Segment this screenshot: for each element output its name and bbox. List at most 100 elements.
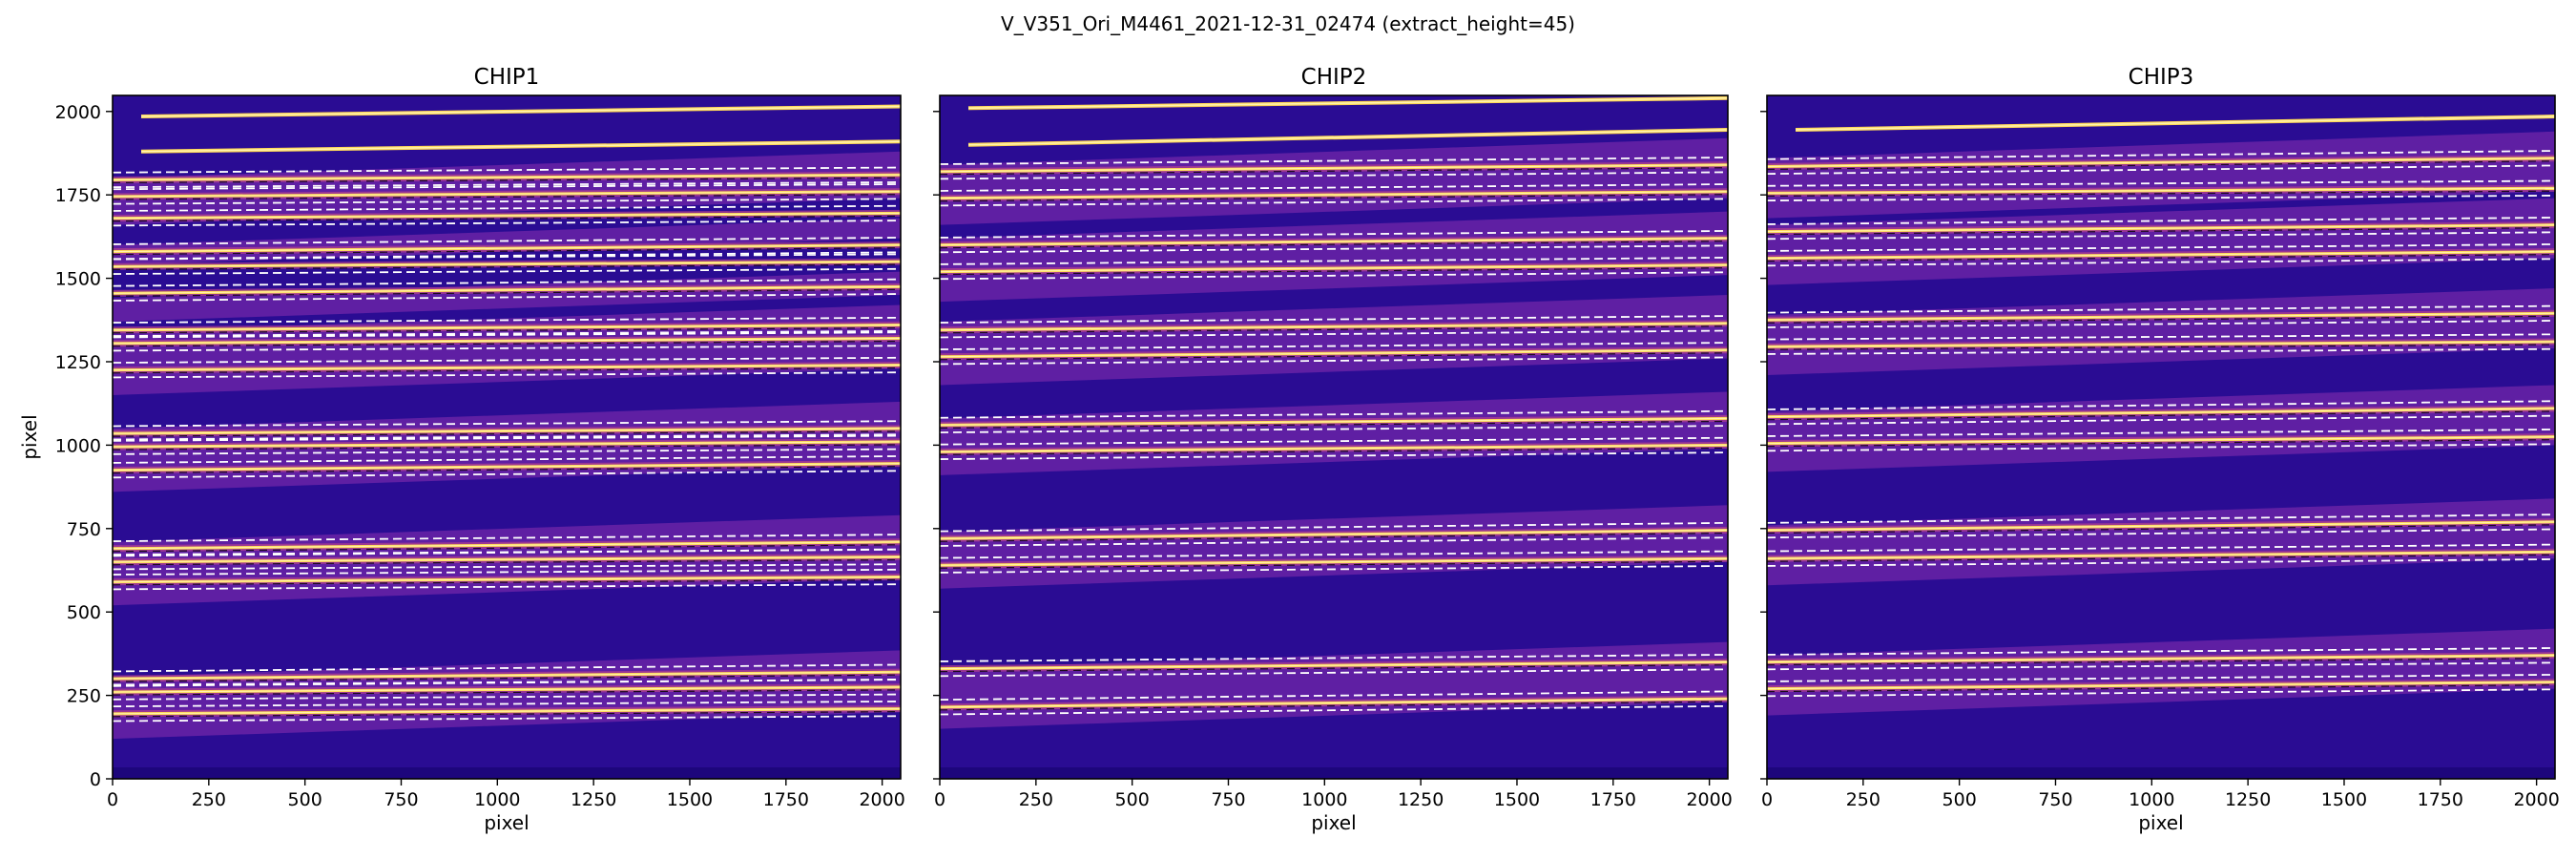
- extraction-upper-limit: [113, 253, 901, 261]
- order-trace-core: [940, 349, 1728, 358]
- order-trace-core: [113, 212, 901, 220]
- extraction-lower-limit: [1767, 194, 2555, 202]
- x-tick-label: 1500: [2321, 789, 2367, 810]
- extraction-lower-limit: [940, 425, 1728, 434]
- order-trace-core: [113, 244, 901, 253]
- order-center-line: [113, 177, 901, 184]
- order-trace-core: [113, 191, 901, 198]
- order-trace-core: [1767, 251, 2555, 260]
- extraction-upper-limit: [940, 157, 1728, 165]
- extraction-upper-limit: [113, 548, 901, 555]
- x-tick-label: 1750: [763, 789, 809, 810]
- panel-title: CHIP1: [474, 65, 540, 90]
- x-tick-label: 1250: [1398, 789, 1444, 810]
- extraction-upper-limit: [113, 568, 901, 576]
- order-center-line: [113, 674, 901, 682]
- x-tick-label: 250: [1019, 789, 1053, 810]
- x-tick-label: 500: [1115, 789, 1150, 810]
- extraction-upper-limit: [113, 204, 901, 212]
- extraction-upper-limit: [113, 166, 901, 174]
- extraction-lower-limit: [113, 563, 901, 571]
- order-trace-core: [940, 661, 1728, 670]
- order-center-line: [113, 544, 901, 553]
- x-tick-label: 2000: [2513, 789, 2559, 810]
- order-center-line: [1767, 524, 2555, 534]
- x-tick-label: 250: [192, 789, 226, 810]
- extraction-lower-limit: [1767, 320, 2555, 328]
- order-trace-core: [113, 428, 901, 434]
- extraction-upper-limit: [940, 183, 1728, 192]
- extraction-upper-limit: [113, 183, 901, 191]
- extraction-upper-limit: [940, 690, 1728, 702]
- x-tick-label: 1500: [667, 789, 713, 810]
- extraction-lower-limit: [1767, 558, 2555, 567]
- order-center-line: [1767, 190, 2555, 198]
- extraction-upper-limit: [1767, 150, 2555, 160]
- extraction-upper-limit: [1767, 333, 2555, 341]
- y-tick-label: 1500: [55, 269, 101, 290]
- extraction-upper-limit: [113, 455, 901, 464]
- extraction-upper-limit: [1767, 179, 2555, 187]
- extraction-upper-limit: [940, 550, 1728, 559]
- extraction-lower-limit: [940, 171, 1728, 180]
- panel-title: CHIP3: [2129, 65, 2194, 90]
- illuminated-band: [1767, 288, 2555, 375]
- extraction-lower-limit: [1767, 528, 2555, 539]
- order-center-line: [113, 247, 901, 256]
- extraction-upper-limit: [113, 420, 901, 428]
- order-trace-core: [940, 698, 1728, 708]
- extraction-lower-limit: [940, 198, 1728, 207]
- order-center-line: [1767, 315, 2555, 324]
- order-trace-core: [113, 441, 901, 448]
- extraction-upper-limit: [940, 654, 1728, 662]
- extraction-upper-limit: [113, 534, 901, 542]
- order-trace-core: [940, 444, 1728, 452]
- extraction-lower-limit: [113, 180, 901, 189]
- y-tick-label: 1000: [55, 435, 101, 456]
- extraction-lower-limit: [1767, 347, 2555, 355]
- x-axis-label: pixel: [1311, 811, 1356, 834]
- extraction-upper-limit: [1767, 304, 2555, 314]
- axes-frame: [939, 94, 1729, 780]
- order-center-line: [1767, 684, 2555, 693]
- extraction-upper-limit: [1767, 400, 2555, 410]
- x-tick-label: 1250: [2225, 789, 2271, 810]
- order-center-line: [940, 194, 1728, 202]
- order-center-line: [940, 241, 1728, 249]
- extraction-upper-limit: [1767, 429, 2555, 437]
- x-tick-label: 2000: [859, 789, 904, 810]
- axes-frame: [1766, 94, 2556, 780]
- extraction-lower-limit: [1767, 688, 2555, 698]
- extraction-lower-limit: [940, 244, 1728, 254]
- order-center-line: [113, 367, 901, 374]
- extraction-lower-limit: [113, 371, 901, 379]
- order-trace-core: [1767, 655, 2555, 663]
- extraction-upper-limit: [113, 700, 901, 708]
- order-trace-core: [940, 530, 1728, 539]
- extraction-upper-limit: [113, 433, 901, 441]
- extraction-lower-limit: [113, 715, 901, 723]
- chip-panel-3: CHIP3 0 250 500 750 1000 1250 1500 1750 2000 pixel: [1760, 65, 2560, 834]
- order-trace-core: [113, 463, 901, 471]
- extraction-lower-limit: [1767, 231, 2555, 241]
- bright-trace-core: [140, 105, 901, 117]
- extraction-lower-limit: [1767, 258, 2555, 267]
- order-center-line: [1767, 254, 2555, 262]
- order-center-line: [1767, 439, 2555, 448]
- figure-title: V_V351_Ori_M4461_2021-12-31_02474 (extra…: [1001, 12, 1575, 35]
- order-trace-core: [113, 686, 901, 693]
- extraction-upper-limit: [113, 356, 901, 364]
- x-tick-label: 1500: [1494, 789, 1540, 810]
- detector-image: [113, 95, 901, 779]
- extraction-lower-limit: [940, 704, 1728, 716]
- x-tick-label: 1000: [2129, 789, 2174, 810]
- order-center-line: [1767, 658, 2555, 666]
- extraction-lower-limit: [1767, 661, 2555, 671]
- illuminated-band: [1767, 385, 2555, 472]
- bright-trace-core: [1795, 115, 2555, 131]
- detector-image: [940, 95, 1728, 779]
- extraction-lower-limit: [940, 565, 1728, 574]
- order-center-line: [1767, 410, 2555, 421]
- extraction-lower-limit: [113, 251, 901, 261]
- extraction-upper-limit: [113, 679, 901, 686]
